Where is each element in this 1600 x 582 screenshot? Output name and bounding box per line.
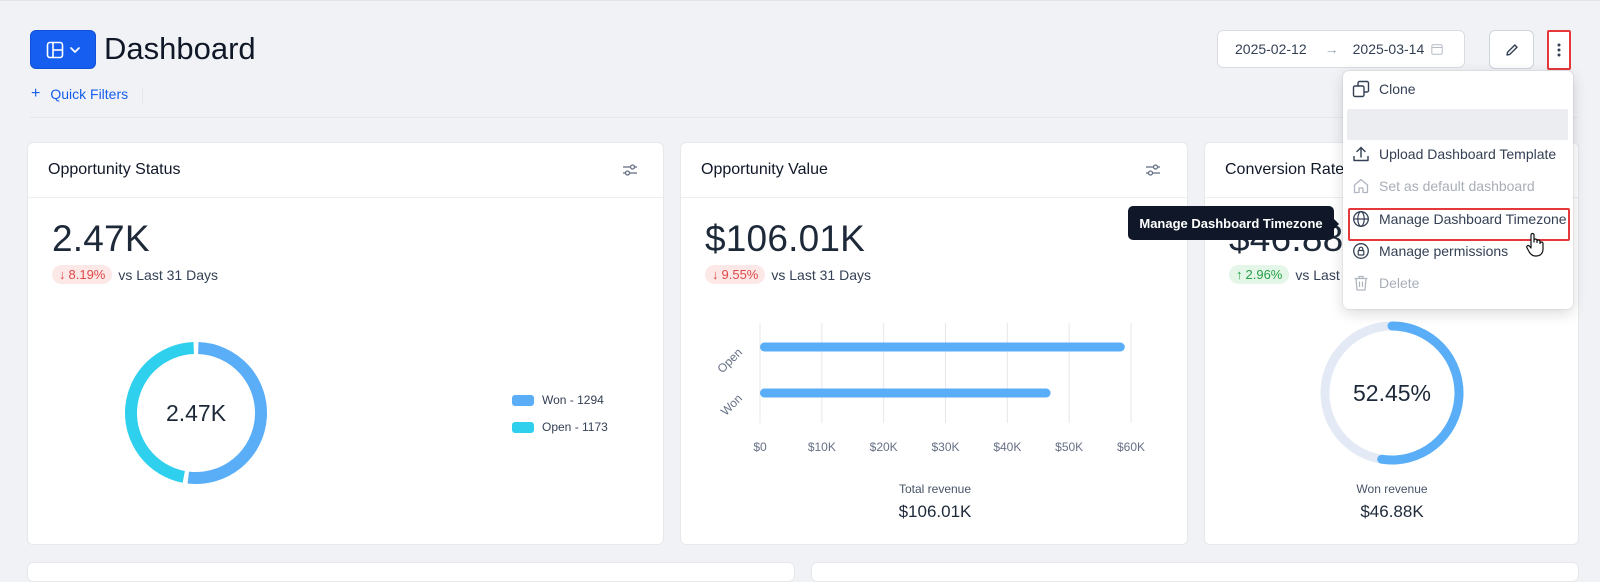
gauge-progress: [1377, 321, 1464, 465]
menu-item-label: Delete: [1379, 275, 1420, 291]
menu-item-highlight: [1348, 208, 1570, 241]
bottom-card-right: [811, 562, 1579, 582]
donut-segment-won[interactable]: [187, 342, 267, 484]
x-tick-label: $20K: [870, 440, 898, 454]
menu-item-label: Clone: [1379, 81, 1416, 97]
filter-settings-icon[interactable]: [622, 163, 638, 177]
legend-item-open: Open - 1173: [512, 420, 608, 434]
menu-item-label: Set as default dashboard: [1379, 178, 1535, 194]
top-border: [0, 0, 1600, 1]
x-tick-label: $0: [753, 440, 767, 454]
card-header: Opportunity Value: [681, 143, 1187, 198]
more-options-button[interactable]: [1547, 30, 1571, 70]
menu-item-set-default[interactable]: Set as default dashboard: [1352, 177, 1535, 195]
hand-cursor-icon: [1526, 232, 1544, 257]
legend-label: Open - 1173: [542, 420, 608, 434]
arrow-down-icon: ↓: [59, 267, 66, 282]
opportunity-value-card: Opportunity Value $106.01K ↓ 9.55% vs La…: [680, 142, 1188, 545]
menu-item-clone[interactable]: Clone: [1352, 80, 1416, 98]
legend-label: Won - 1294: [542, 393, 604, 407]
divider: [30, 117, 1578, 118]
x-tick-label: $30K: [931, 440, 959, 454]
page-title: Dashboard: [104, 31, 256, 66]
donut-chart: 2.47K: [125, 342, 267, 484]
tooltip-arrow: [1333, 218, 1339, 230]
edit-dashboard-button[interactable]: [1489, 30, 1534, 69]
delta-value: 8.19%: [68, 267, 106, 282]
card-header: Opportunity Status: [28, 143, 663, 198]
menu-item-manage-timezone[interactable]: Manage Dashboard Timezone: [1352, 210, 1567, 228]
bar-chart: $0 $10K $20K $30K $40K $50K $60K Open Won: [714, 323, 1145, 454]
menu-item-placeholder: [1347, 109, 1568, 140]
chevron-down-icon: [69, 46, 80, 53]
x-tick-label: $40K: [993, 440, 1021, 454]
delta-suffix: vs Last 31 Days: [118, 266, 218, 283]
metric-value: $106.01K: [705, 218, 866, 259]
gauge-chart: 52.45%: [1320, 321, 1464, 465]
metric-value: 2.47K: [52, 218, 150, 259]
card-title: Opportunity Status: [48, 161, 181, 178]
more-options-menu: Clone Upload Dashboard Template Set as d…: [1343, 71, 1573, 309]
quick-filters-button[interactable]: + Quick Filters: [31, 85, 129, 103]
trash-icon: [1354, 275, 1368, 291]
home-icon: [1353, 178, 1369, 194]
tooltip: Manage Dashboard Timezone: [1128, 206, 1334, 240]
clone-icon: [1352, 80, 1370, 98]
lock-icon: [1353, 243, 1369, 259]
opportunity-status-card: Opportunity Status 2.47K ↓ 8.19% vs Last…: [27, 142, 664, 545]
legend-swatch: [512, 394, 534, 406]
bar-open[interactable]: [760, 342, 1125, 352]
more-vertical-icon: [1557, 43, 1561, 57]
card-title: Opportunity Value: [701, 161, 828, 178]
delta-row: ↓ 9.55% vs Last 31 Days: [705, 265, 871, 284]
filter-settings-icon[interactable]: [1145, 163, 1161, 177]
bar-won[interactable]: [760, 388, 1051, 398]
divider: [142, 87, 143, 105]
x-tick-label: $50K: [1055, 440, 1083, 454]
y-category-label: Open: [714, 345, 745, 376]
menu-item-upload-template[interactable]: Upload Dashboard Template: [1352, 145, 1556, 163]
quick-filters-label: Quick Filters: [50, 86, 129, 102]
calendar-icon: [1430, 44, 1443, 55]
gauge-center-label: 52.45%: [1353, 380, 1431, 406]
menu-item-label: Upload Dashboard Template: [1379, 146, 1557, 162]
total-label: Total revenue: [898, 482, 972, 496]
globe-icon: [1353, 211, 1369, 227]
x-tick-label: $10K: [808, 440, 836, 454]
layout-icon: [46, 41, 63, 58]
total-label: Won revenue: [1356, 482, 1428, 496]
arrow-down-icon: ↓: [712, 267, 719, 282]
pencil-icon: [1505, 43, 1518, 56]
x-tick-label: $60K: [1117, 440, 1145, 454]
date-range-picker[interactable]: 2025-02-12 → 2025-03-14: [1217, 30, 1465, 68]
y-category-label: Won: [718, 391, 745, 418]
card-title: Conversion Rate: [1225, 161, 1345, 178]
arrow-up-icon: ↑: [1236, 267, 1243, 282]
donut-segment-open[interactable]: [125, 342, 195, 483]
delta-row: ↓ 8.19% vs Last 31 Days: [52, 265, 218, 284]
menu-item-label: Manage permissions: [1379, 243, 1509, 259]
bottom-card-left: [27, 562, 795, 582]
menu-item-manage-permissions[interactable]: Manage permissions: [1352, 242, 1508, 260]
arrow-right-icon: →: [1324, 41, 1339, 57]
delta-value: 9.55%: [721, 267, 759, 282]
layout-switcher-button[interactable]: [30, 30, 96, 69]
upload-icon: [1353, 146, 1369, 162]
total-value: $46.88K: [1360, 502, 1424, 521]
delta-badge: ↓ 8.19%: [52, 265, 113, 284]
legend-item-won: Won - 1294: [512, 393, 604, 407]
menu-item-delete[interactable]: Delete: [1352, 274, 1419, 292]
plus-icon: +: [31, 85, 41, 102]
delta-value: 2.96%: [1245, 267, 1283, 282]
date-end[interactable]: 2025-03-14: [1352, 41, 1425, 57]
menu-item-label: Manage Dashboard Timezone: [1379, 211, 1567, 227]
date-start[interactable]: 2025-02-12: [1235, 41, 1307, 57]
total-value: $106.01K: [898, 502, 972, 521]
delta-suffix: vs Last 31 Days: [771, 266, 871, 283]
delta-badge: ↓ 9.55%: [705, 265, 766, 284]
legend-swatch: [512, 421, 534, 433]
delta-badge: ↑ 2.96%: [1229, 265, 1290, 284]
donut-center-label: 2.47K: [166, 400, 227, 426]
